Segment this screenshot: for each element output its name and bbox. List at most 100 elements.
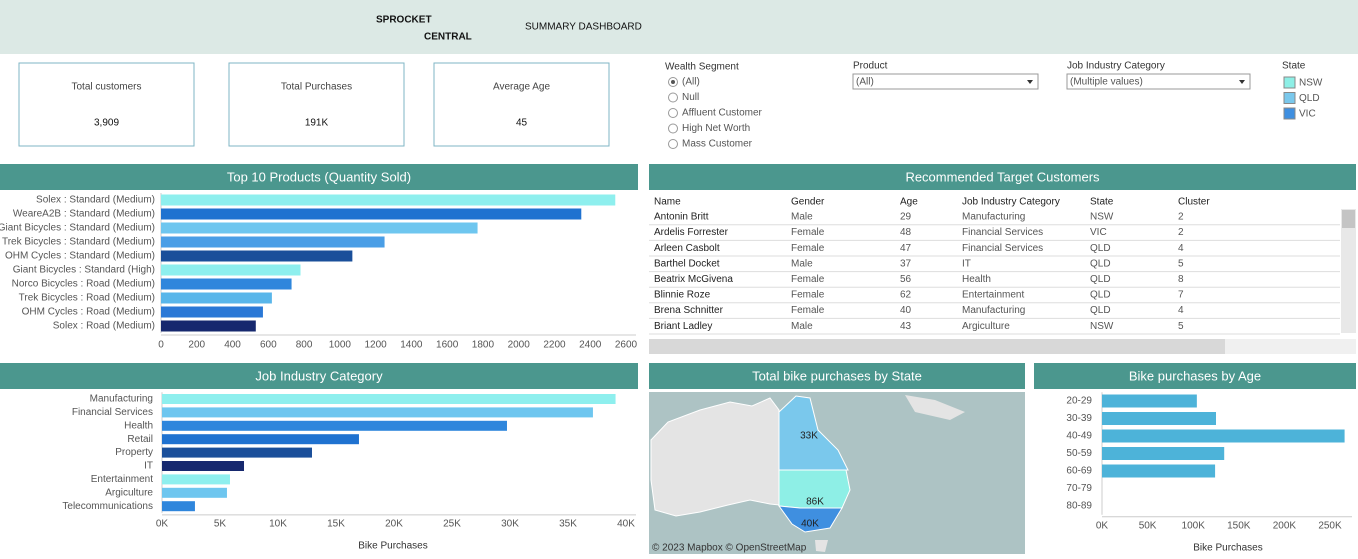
kpi-value: 45 bbox=[516, 118, 528, 129]
bar bbox=[162, 461, 245, 471]
bar bbox=[1102, 412, 1216, 425]
table-cell: Entertainment bbox=[962, 290, 1024, 301]
table-cell: 48 bbox=[900, 227, 912, 238]
bar bbox=[161, 278, 292, 290]
table-cell: Health bbox=[962, 274, 991, 285]
table-cell: IT bbox=[962, 258, 971, 269]
x-tick-label: 40K bbox=[617, 519, 635, 530]
table-cell: QLD bbox=[1090, 290, 1111, 301]
x-tick-label: 50K bbox=[1139, 521, 1157, 532]
dropdown[interactable] bbox=[1066, 73, 1251, 90]
radio-option[interactable]: Affluent Customer bbox=[682, 108, 763, 119]
hscroll-thumb[interactable] bbox=[649, 339, 1225, 354]
column-header: Name bbox=[654, 197, 681, 208]
x-tick-label: 200K bbox=[1273, 521, 1297, 532]
bar bbox=[1102, 447, 1225, 460]
radio-button[interactable] bbox=[668, 92, 678, 103]
table-cell: NSW bbox=[1090, 321, 1114, 332]
x-tick-label: 1200 bbox=[364, 340, 387, 351]
column-header: Job Industry Category bbox=[962, 197, 1060, 208]
y-tick-label: 80-89 bbox=[1066, 501, 1092, 512]
radio-option[interactable]: (All) bbox=[682, 77, 700, 88]
filter-label: Job Industry Category bbox=[1067, 61, 1165, 72]
table-cell: 62 bbox=[900, 290, 912, 301]
radio-option[interactable]: High Net Worth bbox=[682, 123, 750, 134]
table-cell: QLD bbox=[1090, 243, 1111, 254]
x-tick-label: 5K bbox=[214, 519, 227, 530]
x-tick-label: 200 bbox=[188, 340, 205, 351]
y-tick-label: OHM Cycles : Standard (Medium) bbox=[5, 251, 155, 262]
table-cell: Male bbox=[791, 258, 813, 269]
column-header: Gender bbox=[791, 197, 825, 208]
map-land bbox=[815, 540, 828, 552]
x-tick-label: 25K bbox=[443, 519, 461, 530]
table-cell: NSW bbox=[1090, 212, 1114, 223]
dropdown[interactable] bbox=[852, 73, 1039, 90]
bar bbox=[1102, 464, 1216, 478]
panel-title: Job Industry Category bbox=[255, 368, 383, 383]
y-tick-label: Argiculture bbox=[105, 487, 153, 498]
table-cell: Manufacturing bbox=[962, 305, 1025, 316]
x-tick-label: 2600 bbox=[615, 340, 638, 351]
table-cell: 47 bbox=[900, 243, 912, 254]
filter-label: State bbox=[1282, 61, 1306, 72]
x-tick-label: 0 bbox=[158, 340, 164, 351]
kpi-card bbox=[228, 62, 405, 147]
x-tick-label: 1800 bbox=[472, 340, 495, 351]
state-value-label: 40K bbox=[801, 519, 819, 530]
table-cell: QLD bbox=[1090, 305, 1111, 316]
y-tick-label: IT bbox=[144, 461, 153, 472]
radio-option[interactable]: Null bbox=[682, 92, 699, 103]
table-cell: Ardelis Forrester bbox=[654, 227, 729, 238]
radio-option[interactable]: Mass Customer bbox=[682, 139, 753, 150]
y-tick-label: Manufacturing bbox=[90, 394, 153, 405]
table-cell: 56 bbox=[900, 274, 912, 285]
y-tick-label: Financial Services bbox=[72, 407, 153, 418]
x-tick-label: 150K bbox=[1227, 521, 1251, 532]
radio-button[interactable] bbox=[668, 123, 678, 134]
table-cell: 40 bbox=[900, 305, 912, 316]
y-tick-label: Trek Bicycles : Standard (Medium) bbox=[2, 237, 155, 248]
radio-button[interactable] bbox=[668, 139, 678, 149]
dropdown-value: (All) bbox=[856, 77, 874, 88]
y-tick-label: Telecommunications bbox=[62, 501, 153, 512]
panel-header bbox=[0, 363, 638, 389]
table-cell: Female bbox=[791, 227, 825, 238]
table-cell: QLD bbox=[1090, 258, 1111, 269]
panel-title: Bike purchases by Age bbox=[1129, 368, 1261, 383]
x-tick-label: 1400 bbox=[400, 340, 423, 351]
header-bar bbox=[0, 0, 1358, 54]
panel-header bbox=[1034, 363, 1356, 389]
y-tick-label: Entertainment bbox=[91, 474, 153, 485]
panel-header bbox=[649, 363, 1025, 389]
legend-swatch bbox=[1283, 76, 1296, 89]
bar bbox=[162, 487, 227, 498]
bar bbox=[162, 394, 616, 404]
table-cell: Female bbox=[791, 274, 825, 285]
table-cell: Briant Ladley bbox=[654, 321, 712, 332]
table-cell: Financial Services bbox=[962, 227, 1043, 238]
legend-entry: NSW bbox=[1299, 78, 1323, 89]
state-region bbox=[777, 505, 843, 533]
table-cell: 5 bbox=[1178, 321, 1184, 332]
bar bbox=[161, 236, 385, 248]
logo-top: SPROCKET bbox=[376, 15, 432, 26]
bar bbox=[161, 292, 272, 304]
bar bbox=[161, 320, 256, 332]
scrollbar-thumb[interactable] bbox=[1342, 210, 1355, 228]
kpi-label: Total Purchases bbox=[281, 82, 352, 93]
state-value-label: 33K bbox=[800, 431, 818, 442]
dashboard-title: SUMMARY DASHBOARD bbox=[525, 22, 642, 33]
x-tick-label: 15K bbox=[327, 519, 345, 530]
radio-button[interactable] bbox=[668, 108, 678, 118]
bar bbox=[161, 306, 263, 318]
dropdown-value: (Multiple values) bbox=[1070, 77, 1143, 88]
bar bbox=[161, 250, 353, 262]
table-cell: 29 bbox=[900, 212, 912, 223]
bar bbox=[161, 264, 301, 276]
x-tick-label: 30K bbox=[501, 519, 519, 530]
x-tick-label: 2200 bbox=[543, 340, 566, 351]
x-tick-label: 400 bbox=[224, 340, 241, 351]
legend-swatch bbox=[1283, 107, 1296, 120]
